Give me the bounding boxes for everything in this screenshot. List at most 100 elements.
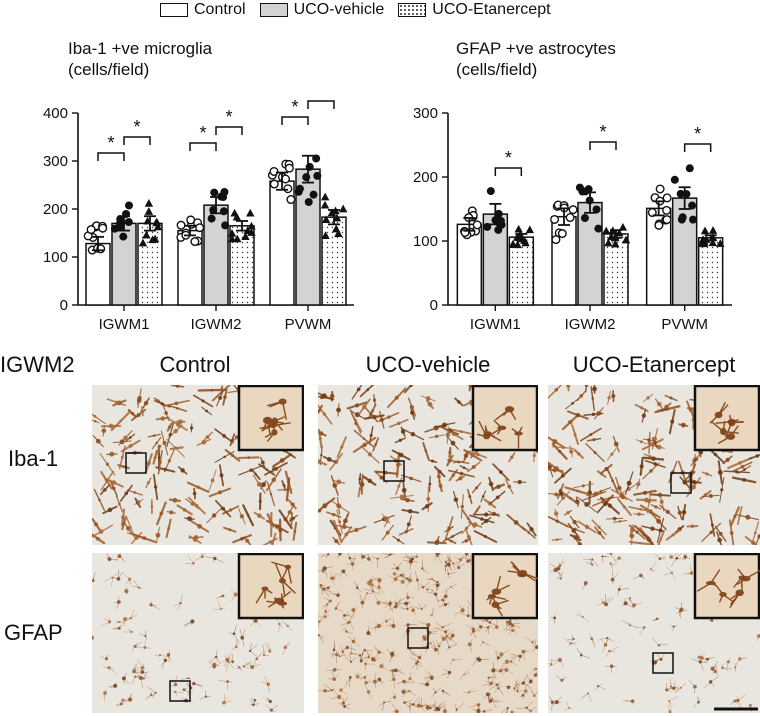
cell-process bbox=[396, 681, 405, 684]
cell-body bbox=[354, 403, 360, 408]
cell-process bbox=[529, 687, 535, 696]
x-tick-label: PVWM bbox=[661, 316, 708, 333]
cell-body bbox=[166, 653, 171, 657]
cell-process bbox=[462, 556, 470, 561]
cell-process bbox=[236, 664, 240, 668]
inset-process bbox=[274, 420, 283, 431]
cell-body bbox=[129, 525, 132, 529]
cell-process bbox=[417, 579, 420, 590]
cell-body bbox=[394, 395, 399, 400]
cell-body bbox=[335, 653, 339, 657]
cell-process bbox=[589, 633, 592, 639]
cell-body bbox=[195, 504, 199, 508]
cell-process bbox=[209, 664, 215, 669]
cell-process bbox=[134, 671, 143, 673]
cell-process bbox=[404, 553, 412, 561]
row-label-iba1: Iba-1 bbox=[8, 446, 59, 471]
cell-process bbox=[226, 661, 229, 672]
cell-process bbox=[135, 676, 145, 680]
cell-process bbox=[422, 568, 424, 572]
cell-body bbox=[445, 432, 451, 438]
cell-process bbox=[427, 706, 436, 708]
cell-process bbox=[412, 697, 420, 705]
inset-process bbox=[267, 400, 284, 407]
cell-body bbox=[221, 594, 225, 598]
cell-body bbox=[641, 413, 646, 418]
cell-process bbox=[729, 700, 736, 706]
cell-body bbox=[108, 423, 114, 429]
cell-body bbox=[416, 578, 419, 582]
cell-process bbox=[493, 670, 500, 673]
cell-process bbox=[418, 603, 423, 610]
cell-body bbox=[593, 491, 599, 497]
cell-process bbox=[487, 694, 490, 703]
cell-process bbox=[228, 653, 232, 662]
cell-body bbox=[155, 441, 159, 445]
cell-process bbox=[343, 571, 348, 577]
cell-process bbox=[243, 666, 250, 669]
cell-process bbox=[427, 578, 433, 581]
cell-process bbox=[456, 702, 465, 710]
cell-process bbox=[151, 692, 156, 698]
cell-body bbox=[397, 421, 401, 426]
cell-body bbox=[650, 526, 655, 531]
cell-body bbox=[136, 398, 142, 403]
cell-process bbox=[409, 561, 412, 570]
cell-process bbox=[406, 580, 411, 587]
cell-body bbox=[597, 525, 601, 529]
cell-process bbox=[232, 594, 236, 598]
cell-process bbox=[403, 681, 414, 683]
cell-body bbox=[629, 527, 635, 533]
cell-body bbox=[573, 527, 577, 531]
cell-process bbox=[377, 679, 380, 683]
cell-body bbox=[219, 473, 224, 478]
cell-process bbox=[511, 711, 513, 713]
cell-process bbox=[401, 573, 406, 576]
cell-process bbox=[427, 703, 437, 708]
cell-process bbox=[403, 681, 407, 686]
cell-process bbox=[344, 703, 351, 707]
cell-process bbox=[271, 704, 279, 711]
cell-body bbox=[447, 458, 452, 463]
cell-process bbox=[442, 690, 444, 695]
cell-process bbox=[253, 703, 260, 706]
cell-body bbox=[211, 513, 217, 518]
cell-body bbox=[219, 391, 223, 395]
cell-process bbox=[101, 621, 110, 627]
data-point bbox=[210, 188, 219, 197]
cell-process bbox=[455, 709, 457, 713]
cell-body bbox=[168, 433, 172, 437]
cell-body bbox=[367, 452, 373, 457]
cell-body bbox=[182, 508, 187, 512]
y-tick-label: 100 bbox=[413, 233, 438, 250]
cell-process bbox=[194, 556, 203, 561]
cell-body bbox=[610, 452, 614, 456]
cell-body bbox=[738, 657, 742, 661]
cell-process bbox=[180, 594, 183, 604]
cell-process bbox=[318, 586, 329, 589]
data-point bbox=[662, 205, 672, 215]
bar bbox=[508, 236, 535, 306]
cell-process bbox=[609, 650, 615, 653]
cell-process bbox=[337, 553, 341, 559]
data-point bbox=[309, 190, 318, 199]
cell-process bbox=[177, 603, 181, 611]
cell-process bbox=[438, 642, 442, 647]
cell-body bbox=[566, 385, 571, 388]
inset-process bbox=[715, 584, 724, 596]
cell-body bbox=[205, 435, 210, 439]
cell-body bbox=[318, 437, 322, 441]
cell-process bbox=[715, 664, 718, 672]
cell-process bbox=[100, 656, 107, 660]
cell-body bbox=[149, 603, 153, 607]
data-point bbox=[304, 198, 313, 207]
cell-process bbox=[265, 699, 271, 702]
cell-body bbox=[228, 528, 232, 532]
cell-process bbox=[404, 700, 412, 703]
inset-process bbox=[731, 420, 744, 424]
cell-process bbox=[448, 572, 457, 575]
inset-process bbox=[494, 603, 503, 617]
data-point bbox=[578, 187, 587, 196]
cell-process bbox=[507, 625, 514, 631]
cell-process bbox=[337, 590, 340, 596]
